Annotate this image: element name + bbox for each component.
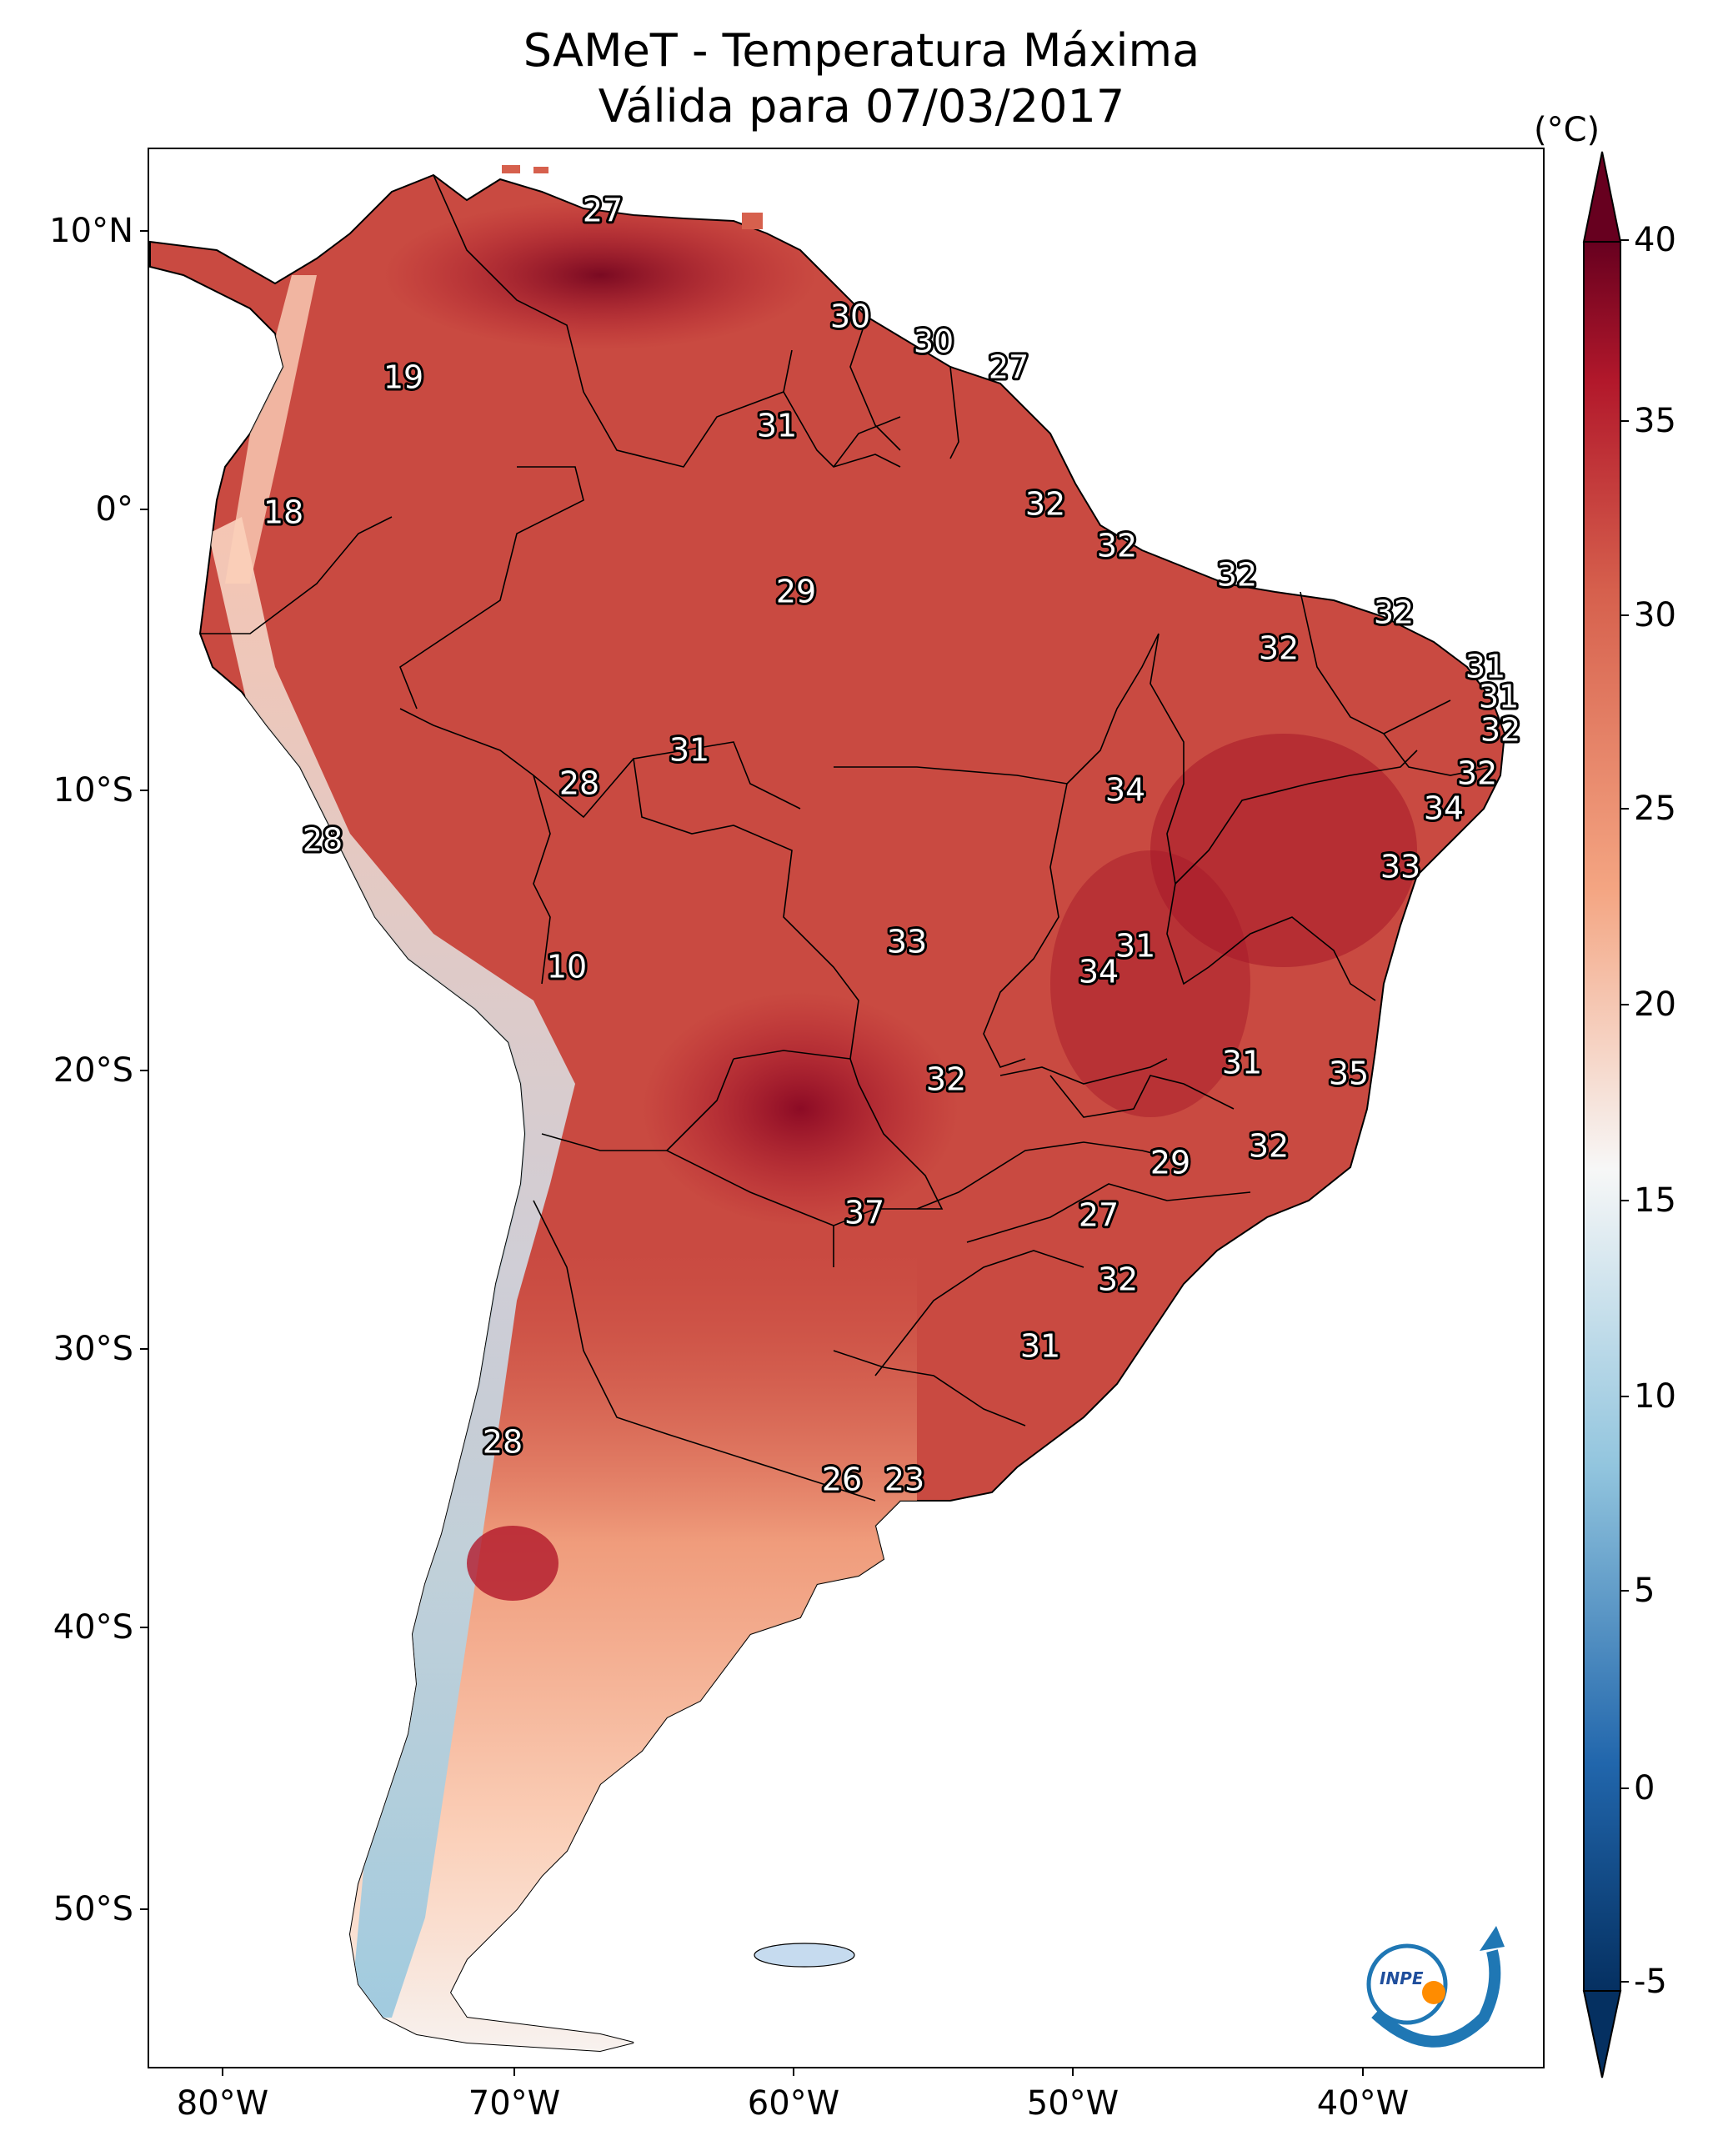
temperature-label: 19 (383, 359, 423, 396)
x-tick-70w: 70°W (468, 2084, 561, 2123)
temperature-label: 32 (1097, 528, 1137, 564)
colorbar-tick: 20 (1634, 985, 1676, 1024)
colorbar-tick: 5 (1634, 1572, 1655, 1610)
temperature-label: 28 (303, 822, 343, 859)
temperature-label: 28 (559, 765, 599, 802)
colorbar-tick: 40 (1634, 221, 1676, 259)
y-tick-0: 0° (95, 490, 133, 529)
x-tick-40w: 40°W (1316, 2084, 1410, 2123)
temperature-label: 23 (884, 1462, 924, 1498)
country-borders (200, 174, 1493, 1502)
y-tick-20s: 20°S (53, 1051, 133, 1090)
temperature-label: 32 (926, 1061, 966, 1098)
temperature-label: 32 (1098, 1261, 1138, 1298)
temperature-label: 33 (887, 924, 927, 960)
x-tick-80w: 80°W (176, 2084, 269, 2123)
temperature-label: 37 (844, 1195, 884, 1231)
colorbar-tick: 30 (1634, 596, 1676, 634)
y-tick-10s: 10°S (53, 771, 133, 810)
map-title: SAMeT - Temperatura Máxima (523, 24, 1200, 77)
temperature-label: 30 (914, 323, 954, 360)
temperature-label: 32 (1025, 486, 1065, 523)
x-tick-60w: 60°W (747, 2084, 840, 2123)
x-tick-50w: 50°W (1026, 2084, 1119, 2123)
temperature-label: 35 (1329, 1055, 1369, 1092)
temperature-label: 18 (263, 494, 303, 531)
colorbar-top-arrow (1582, 151, 1622, 243)
inpe-logo: INPE (1366, 1926, 1505, 2048)
temperature-label: 32 (1374, 594, 1414, 631)
temperature-label: 31 (1020, 1328, 1060, 1365)
falkland-islands (754, 1943, 855, 1968)
colorbar-body (1583, 241, 1621, 1992)
temperature-label: 27 (583, 193, 623, 229)
colorbar-tick: 10 (1634, 1377, 1676, 1416)
temperature-label: 32 (1457, 755, 1497, 792)
y-tick-40s: 40°S (53, 1608, 133, 1647)
temperature-label: 32 (1249, 1128, 1289, 1165)
temperature-label: 34 (1424, 790, 1464, 827)
temperature-label: 28 (483, 1424, 523, 1461)
colorbar-tick: 0 (1634, 1769, 1655, 1808)
colorbar-tick: 25 (1634, 790, 1676, 828)
temperature-label: 27 (1079, 1197, 1119, 1234)
temperature-label: 30 (830, 298, 870, 335)
temperature-label: 10 (547, 949, 587, 985)
temperature-label: 34 (1105, 772, 1145, 809)
colorbar-bottom-arrow (1582, 1990, 1622, 2078)
temperature-label: 31 (669, 732, 709, 769)
colorbar-tick: 15 (1634, 1181, 1676, 1220)
map-subtitle: Válida para 07/03/2017 (598, 80, 1125, 133)
temperature-label: 27 (989, 349, 1029, 386)
temperature-label: 31 (1222, 1045, 1262, 1081)
temperature-label: 31 (1465, 649, 1505, 685)
temperature-label: 32 (1259, 630, 1299, 667)
temperature-label: 32 (1480, 712, 1520, 749)
temperature-label: 31 (757, 408, 797, 444)
colorbar (1582, 151, 1629, 2078)
y-tick-10n: 10°N (49, 212, 133, 250)
temperature-label: 33 (1380, 849, 1420, 885)
temperature-label: 32 (1217, 557, 1257, 594)
temperature-label: 29 (1150, 1145, 1190, 1181)
colorbar-unit: (°C) (1534, 111, 1600, 149)
temperature-label: 34 (1079, 954, 1119, 990)
y-tick-50s: 50°S (53, 1890, 133, 1928)
temperature-label: 31 (1115, 928, 1155, 965)
temperature-label: 26 (822, 1462, 862, 1498)
temperature-label: 29 (776, 574, 816, 610)
colorbar-tick: -5 (1634, 1963, 1667, 2001)
y-tick-30s: 30°S (53, 1330, 133, 1368)
colorbar-tick: 35 (1634, 402, 1676, 440)
caribbean-island (742, 213, 763, 229)
temperature-label: 31 (1479, 679, 1519, 715)
inpe-logo-text: INPE (1380, 1968, 1424, 1988)
